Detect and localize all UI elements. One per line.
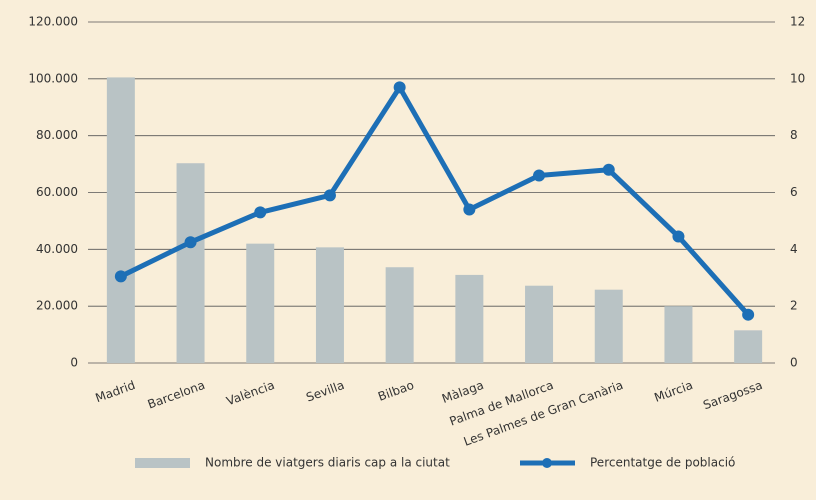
legend-swatch [135,458,190,468]
y-tick-label: 120.000 [28,15,78,29]
line-marker [672,230,685,243]
bar [176,163,205,363]
line-marker [533,169,546,182]
y-tick-label: 0 [70,356,78,370]
line-marker [184,236,197,249]
x-tick-label: Saragossa [701,378,764,412]
y-tick-label: 100.000 [28,71,78,85]
bar [525,285,554,363]
line-marker [254,206,267,219]
bar [106,77,135,363]
line [119,84,751,317]
x-tick-label: Madrid [94,378,138,405]
x-tick-label: Barcelona [146,378,207,412]
bar [385,267,414,363]
bar [315,247,344,363]
y2-tick-label: 8 [790,128,798,142]
line-marker [323,189,336,202]
line-marker [742,308,755,321]
y-tick-label: 20.000 [36,299,78,313]
y2-tick-label: 4 [790,242,798,256]
y2-tick-label: 2 [790,299,798,313]
x-tick-label: Múrcia [652,378,694,405]
bar [664,306,693,363]
line-marker [602,163,615,176]
bar [594,289,623,363]
y2-tick-label: 10 [790,71,805,85]
y-tick-label: 60.000 [36,185,78,199]
x-tick-label: Bilbao [376,378,416,404]
y2-tick-label: 12 [790,15,805,29]
x-tick-label: Màlaga [440,378,486,406]
x-tick-label: València [224,378,276,408]
y2-tick-label: 0 [790,356,798,370]
legend-label: Percentatge de població [590,456,735,470]
line-marker [463,203,476,216]
y-tick-label: 40.000 [36,242,78,256]
legend-marker [542,458,552,468]
legend-label: Nombre de viatgers diaris cap a la ciuta… [205,456,450,470]
bar [734,330,763,363]
bar [246,243,275,363]
line-marker [393,81,406,94]
line-marker [114,270,127,283]
x-tick-label: Sevilla [304,378,346,405]
bar [455,274,484,363]
y2-tick-label: 6 [790,185,798,199]
y-tick-label: 80.000 [36,128,78,142]
